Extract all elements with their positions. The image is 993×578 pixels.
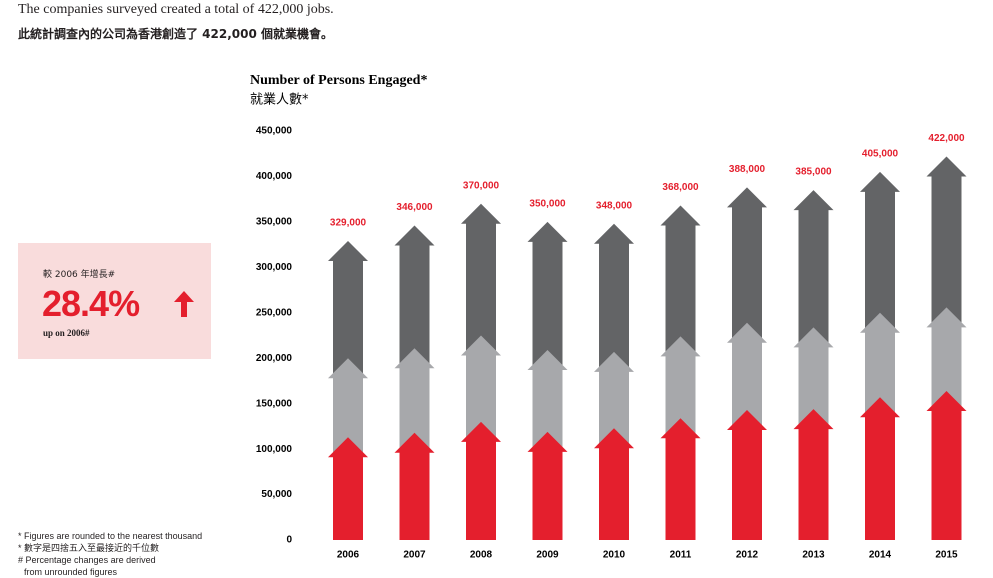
y-tick-label: 150,000	[256, 398, 293, 409]
note: from unrounded figures	[24, 567, 118, 577]
x-tick-label: 2011	[670, 550, 692, 561]
x-tick-label: 2013	[802, 550, 825, 561]
arrow-segment	[793, 190, 834, 348]
total-label: 388,000	[729, 164, 766, 175]
callout: 較 2006 年增長# 28.4% up on 2006#	[18, 243, 211, 359]
intro-en: The companies surveyed created a total o…	[18, 2, 334, 17]
x-tick-label: 2014	[869, 550, 892, 561]
arrow-segment	[594, 351, 634, 449]
total-label: 385,000	[795, 167, 832, 178]
callout-zh: 較 2006 年增長#	[43, 270, 116, 280]
arrow-segment	[727, 187, 767, 343]
arrow-segment	[594, 428, 634, 540]
notes: * Figures are rounded to the nearest tho…	[18, 530, 202, 578]
arrow-segment	[860, 312, 900, 418]
arrow-segment	[394, 348, 435, 453]
intro-zh: 此統計調查內的公司為香港創造了 422,000 個就業機會。	[18, 27, 334, 41]
y-tick-label: 450,000	[256, 126, 293, 137]
total-label: 368,000	[662, 182, 699, 193]
total-label: 422,000	[928, 133, 965, 144]
total-label: 350,000	[529, 199, 566, 210]
x-tick-label: 2012	[736, 550, 759, 561]
x-tick-label: 2007	[403, 550, 426, 561]
arrow-segment	[527, 431, 568, 540]
total-label: 348,000	[596, 200, 633, 211]
x-tick-label: 2008	[470, 550, 493, 561]
arrow-segment	[727, 410, 767, 540]
arrow-segment	[527, 221, 568, 371]
arrow-segment	[328, 437, 368, 540]
x-tick-label: 2015	[935, 550, 958, 561]
y-tick-label: 350,000	[256, 217, 293, 228]
arrow-segment	[926, 390, 967, 540]
y-tick-label: 200,000	[256, 353, 293, 364]
x-tick-label: 2009	[536, 550, 559, 561]
arrow-segment	[660, 418, 701, 540]
arrow-segment	[527, 350, 568, 452]
y-tick-label: 300,000	[256, 262, 293, 273]
arrow-segment	[660, 205, 701, 357]
total-label: 346,000	[396, 202, 433, 213]
y-tick-label: 250,000	[256, 307, 293, 318]
up-arrow	[174, 291, 194, 317]
chart-subtitle: 就業人數*	[250, 92, 309, 108]
note: # Percentage changes are derived	[18, 555, 156, 565]
x-tick-label: 2006	[337, 550, 360, 561]
arrow-segment	[793, 409, 834, 540]
arrow-segment	[394, 225, 435, 369]
arrow-segment	[328, 240, 368, 379]
note: * Figures are rounded to the nearest tho…	[18, 531, 203, 541]
callout-en: up on 2006#	[43, 328, 90, 338]
y-tick-label: 100,000	[256, 444, 293, 455]
chart-title: Number of Persons Engaged*	[250, 73, 427, 88]
arrow-segment	[926, 156, 967, 328]
arrow-segment	[394, 432, 435, 540]
note: * 數字是四捨五入至最接近的千位數	[18, 543, 160, 553]
arrow-segment	[926, 307, 967, 411]
total-label: 405,000	[862, 149, 899, 160]
x-tick-label: 2010	[603, 550, 626, 561]
total-label: 370,000	[463, 180, 500, 191]
callout-value: 28.4%	[42, 283, 140, 324]
arrow-segment	[461, 203, 501, 356]
arrow-segment	[328, 358, 368, 458]
arrow-segment	[594, 223, 634, 372]
y-tick-label: 400,000	[256, 171, 293, 182]
total-label: 329,000	[330, 218, 367, 229]
arrow-segment	[860, 171, 900, 333]
arrow-segment	[860, 397, 900, 540]
arrow-segment	[660, 336, 701, 439]
arrow-segment	[461, 335, 501, 442]
y-tick-label: 0	[286, 535, 292, 546]
arrow-segment	[727, 322, 767, 431]
arrow-segment	[461, 421, 501, 540]
arrow-segment	[793, 327, 834, 430]
y-tick-label: 50,000	[261, 489, 292, 500]
